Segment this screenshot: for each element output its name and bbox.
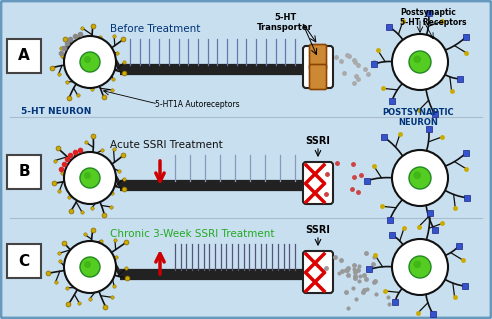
Text: C: C <box>18 254 30 269</box>
Text: 5-HT1A Autoreceptors: 5-HT1A Autoreceptors <box>155 100 240 109</box>
FancyBboxPatch shape <box>7 155 41 189</box>
Text: 5-HT
Transporter: 5-HT Transporter <box>257 13 313 33</box>
Circle shape <box>64 152 116 204</box>
Text: SSRI: SSRI <box>306 225 331 235</box>
Circle shape <box>80 52 100 72</box>
Circle shape <box>80 168 100 188</box>
Circle shape <box>392 34 448 90</box>
Circle shape <box>64 241 116 293</box>
Circle shape <box>409 51 431 73</box>
Circle shape <box>84 56 91 63</box>
Text: Chronic 3-Week SSRI Treatment: Chronic 3-Week SSRI Treatment <box>110 229 275 239</box>
FancyBboxPatch shape <box>303 251 333 293</box>
Circle shape <box>392 239 448 295</box>
FancyBboxPatch shape <box>7 39 41 73</box>
FancyBboxPatch shape <box>303 46 333 88</box>
Text: Acute SSRI Treatment: Acute SSRI Treatment <box>110 140 223 150</box>
Circle shape <box>84 172 91 179</box>
Circle shape <box>80 257 100 277</box>
Text: Before Treatment: Before Treatment <box>110 24 200 34</box>
Circle shape <box>84 261 91 268</box>
Circle shape <box>413 56 421 63</box>
Text: A: A <box>18 48 30 63</box>
Circle shape <box>409 167 431 189</box>
Circle shape <box>413 260 421 268</box>
Circle shape <box>392 150 448 206</box>
FancyBboxPatch shape <box>309 44 327 70</box>
Circle shape <box>409 256 431 278</box>
Text: B: B <box>18 165 30 180</box>
Text: POSTSYNAPTIC
NEURON: POSTSYNAPTIC NEURON <box>382 108 454 127</box>
FancyBboxPatch shape <box>303 162 333 204</box>
Text: 5-HT NEURON: 5-HT NEURON <box>21 107 91 116</box>
Text: Postsynaptic
5-HT Receptors: Postsynaptic 5-HT Receptors <box>400 8 466 27</box>
Circle shape <box>413 171 421 179</box>
Circle shape <box>64 36 116 88</box>
Text: SSRI: SSRI <box>306 136 331 146</box>
FancyBboxPatch shape <box>309 64 327 90</box>
FancyBboxPatch shape <box>7 244 41 278</box>
